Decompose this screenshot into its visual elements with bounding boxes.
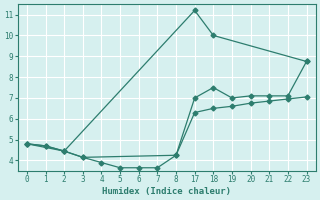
X-axis label: Humidex (Indice chaleur): Humidex (Indice chaleur) — [102, 187, 231, 196]
